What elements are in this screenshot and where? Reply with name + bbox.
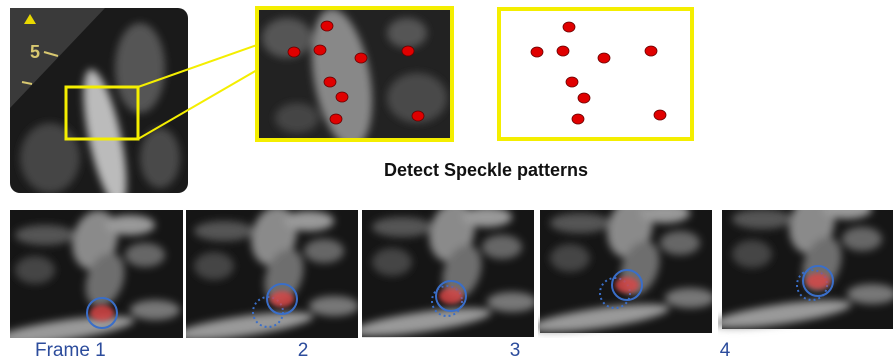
connector [137,44,258,88]
caption: Detect Speckle patterns [384,160,588,180]
pattern-dots [530,21,667,125]
zoom-box [255,6,454,142]
ultrasound-image: 5 [10,8,188,193]
image-label: 5 [30,42,40,62]
roi-box [64,85,140,141]
connector [137,69,258,140]
frame-label: Frame 1 [35,340,106,360]
frame [0,205,185,349]
frame-label: 2 [298,340,309,360]
frame [173,201,364,345]
frame-label: 4 [720,340,731,360]
speckle-dots [287,20,425,125]
frame-label: 3 [510,340,521,360]
frame [711,189,896,333]
frame [351,197,542,341]
tracking-markers [86,265,834,329]
zoom-image [257,8,452,140]
frame [529,193,720,337]
